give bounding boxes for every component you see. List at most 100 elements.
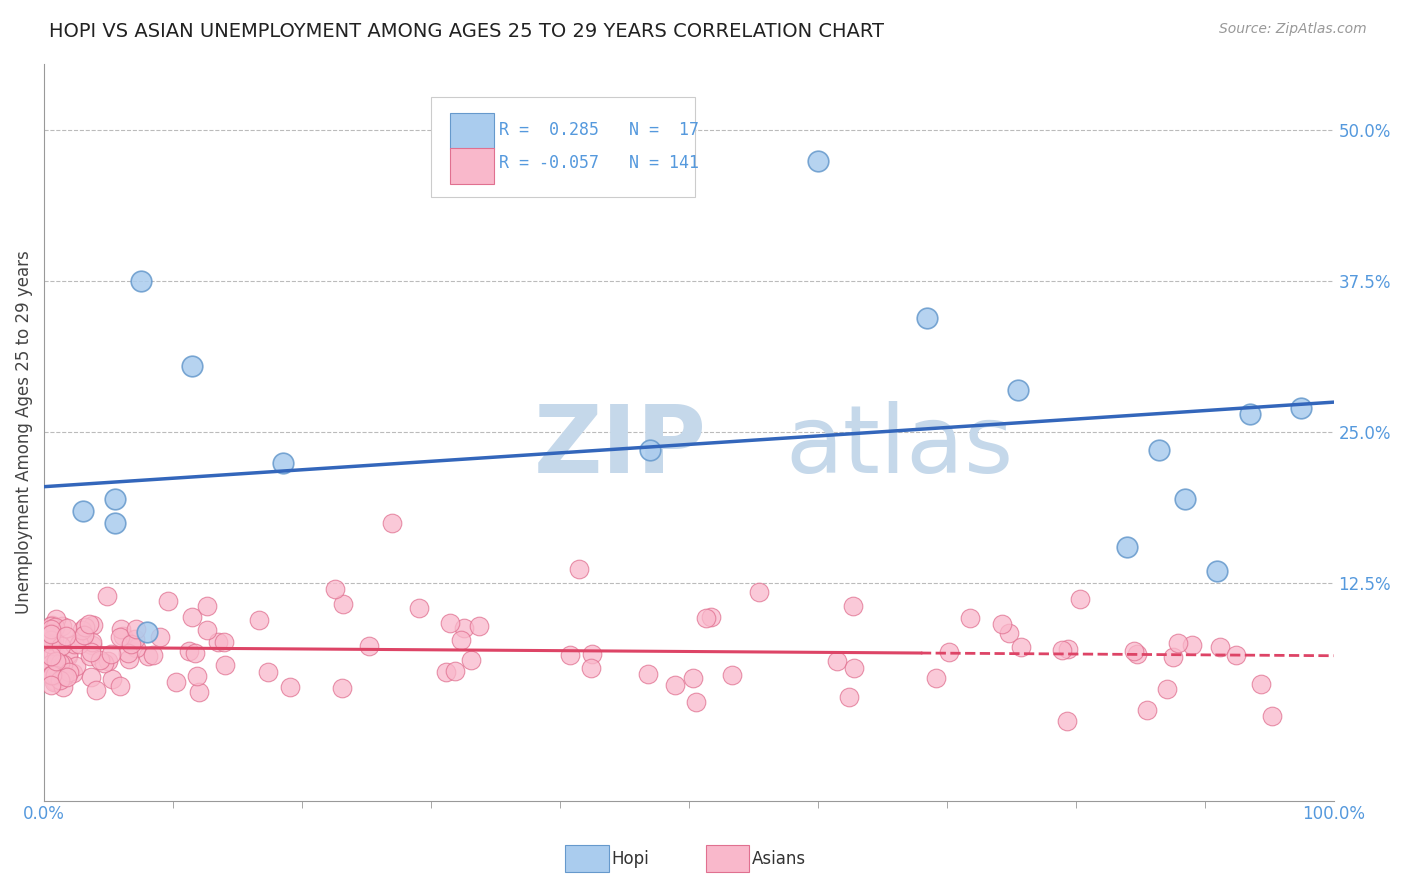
Point: [1007, 383, 1029, 397]
Point: [1206, 564, 1229, 578]
Point: [1136, 703, 1159, 717]
Point: [124, 632, 146, 646]
Point: [73, 620, 96, 634]
Point: [1167, 636, 1189, 650]
Point: [41, 667, 63, 681]
Point: [807, 153, 830, 168]
Point: [1181, 638, 1204, 652]
Point: [1239, 407, 1261, 421]
Point: [52, 665, 75, 680]
Text: R =  0.285   N =  17: R = 0.285 N = 17: [499, 120, 699, 139]
Point: [58, 649, 80, 664]
Text: R = -0.057   N = 141: R = -0.057 N = 141: [499, 154, 699, 172]
Point: [93, 657, 115, 671]
Point: [181, 610, 204, 624]
Point: [381, 516, 404, 530]
Text: Asians: Asians: [752, 850, 806, 868]
Point: [183, 646, 205, 660]
Point: [280, 680, 302, 694]
Point: [82, 634, 104, 648]
Point: [136, 648, 159, 663]
Point: [39, 668, 62, 682]
Point: [48, 656, 70, 670]
Point: [51, 668, 73, 682]
Point: [80, 670, 103, 684]
Point: [1125, 647, 1147, 661]
Point: [45, 612, 67, 626]
Point: [357, 640, 380, 654]
Point: [271, 456, 294, 470]
Point: [39, 657, 62, 671]
Point: [460, 653, 482, 667]
Point: [177, 644, 200, 658]
Point: [1056, 642, 1078, 657]
Point: [80, 645, 103, 659]
Point: [77, 617, 100, 632]
FancyBboxPatch shape: [450, 112, 494, 149]
Point: [39, 663, 62, 677]
Point: [1261, 709, 1284, 723]
Point: [44, 632, 66, 646]
Point: [1250, 676, 1272, 690]
Point: [39, 661, 62, 675]
Point: [108, 679, 131, 693]
Point: [125, 641, 148, 656]
Point: [65, 659, 87, 673]
Point: [72, 632, 94, 646]
Point: [70, 630, 93, 644]
Point: [52, 680, 75, 694]
Point: [39, 632, 62, 647]
Point: [195, 599, 218, 614]
Point: [332, 597, 354, 611]
Point: [581, 647, 603, 661]
Point: [1174, 491, 1197, 506]
Point: [925, 672, 948, 686]
Point: [97, 654, 120, 668]
Point: [434, 665, 457, 679]
Point: [44, 673, 66, 688]
Point: [1122, 644, 1144, 658]
Point: [443, 664, 465, 678]
Point: [450, 632, 472, 647]
Point: [39, 649, 62, 664]
Point: [82, 618, 104, 632]
Point: [58, 665, 80, 679]
Text: Source: ZipAtlas.com: Source: ZipAtlas.com: [1219, 22, 1367, 37]
Point: [1010, 640, 1032, 655]
Point: [149, 630, 172, 644]
Point: [938, 645, 960, 659]
Point: [825, 654, 848, 668]
Point: [1156, 682, 1178, 697]
Point: [101, 672, 124, 686]
Point: [453, 621, 475, 635]
Point: [637, 667, 659, 681]
Point: [181, 359, 204, 373]
Point: [112, 629, 135, 643]
Point: [44, 667, 66, 681]
Point: [53, 669, 76, 683]
Point: [129, 274, 152, 288]
Point: [45, 654, 67, 668]
Point: [42, 647, 65, 661]
Point: [685, 695, 707, 709]
Point: [1056, 714, 1078, 728]
Point: [195, 623, 218, 637]
Point: [1050, 642, 1073, 657]
Point: [73, 628, 96, 642]
Point: [86, 683, 108, 698]
Point: [55, 629, 77, 643]
Text: HOPI VS ASIAN UNEMPLOYMENT AMONG AGES 25 TO 29 YEARS CORRELATION CHART: HOPI VS ASIAN UNEMPLOYMENT AMONG AGES 25…: [49, 22, 884, 41]
Point: [256, 665, 278, 680]
Point: [118, 652, 141, 666]
Point: [214, 657, 236, 672]
Point: [67, 637, 90, 651]
Point: [79, 648, 101, 663]
Point: [959, 611, 981, 625]
Point: [70, 623, 93, 637]
Point: [100, 647, 122, 661]
Point: [1149, 443, 1171, 458]
Point: [186, 668, 208, 682]
Point: [1209, 640, 1232, 655]
Point: [56, 670, 79, 684]
Point: [96, 589, 118, 603]
